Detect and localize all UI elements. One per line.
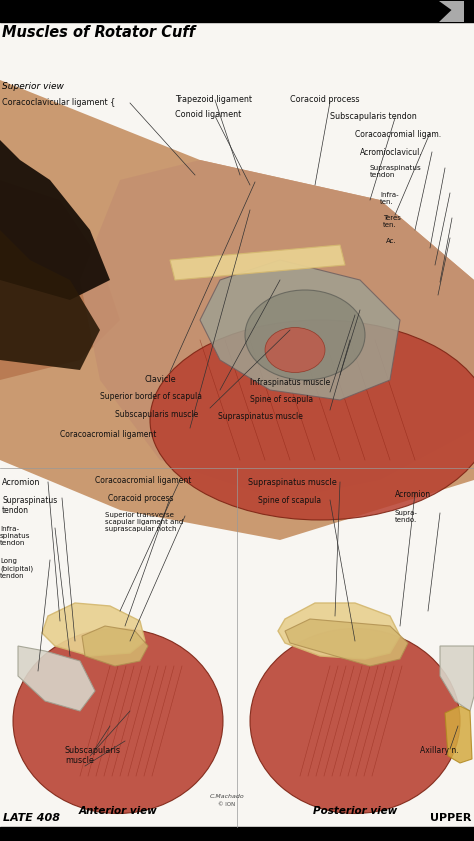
Text: Subscapularis
muscle: Subscapularis muscle	[65, 746, 121, 765]
Polygon shape	[170, 245, 345, 280]
Text: Anterior view: Anterior view	[79, 806, 158, 816]
Text: Axillary n.: Axillary n.	[420, 746, 459, 755]
Text: Supraspinatus muscle: Supraspinatus muscle	[218, 412, 303, 421]
Text: Acromion: Acromion	[2, 478, 40, 487]
Text: Acromion: Acromion	[395, 490, 431, 499]
Bar	[0, 80, 474, 542]
Ellipse shape	[13, 628, 223, 813]
Polygon shape	[285, 619, 408, 666]
Polygon shape	[82, 626, 148, 666]
Polygon shape	[0, 230, 100, 370]
Text: LATE 408: LATE 408	[3, 813, 60, 823]
Text: Coracoid process: Coracoid process	[290, 95, 359, 104]
Bar	[0, 22, 474, 80]
Text: Posterior view: Posterior view	[313, 806, 398, 816]
Bar	[0, 827, 474, 841]
Text: Long
(bicipital)
tendon: Long (bicipital) tendon	[0, 558, 33, 579]
Text: Teres
ten.: Teres ten.	[383, 215, 401, 228]
Bar	[0, 0, 474, 22]
Polygon shape	[278, 603, 400, 659]
Text: Superior view: Superior view	[2, 82, 64, 91]
Polygon shape	[42, 603, 145, 656]
Text: Muscles of Rotator Cuff: Muscles of Rotator Cuff	[2, 25, 195, 40]
Text: Supraspinatus
tendon: Supraspinatus tendon	[2, 496, 57, 516]
Text: Superior transverse
scapular ligament and
suprascapular notch: Superior transverse scapular ligament an…	[105, 512, 183, 532]
Polygon shape	[18, 646, 95, 711]
Text: Subscapularis muscle: Subscapularis muscle	[115, 410, 198, 419]
Polygon shape	[200, 260, 400, 400]
Text: Infraspinatus muscle: Infraspinatus muscle	[250, 378, 330, 387]
Polygon shape	[0, 80, 474, 540]
Text: Coracoid process: Coracoid process	[108, 494, 173, 503]
Text: Acromioclavicul.: Acromioclavicul.	[360, 148, 423, 157]
Text: UPPER: UPPER	[429, 813, 471, 823]
Ellipse shape	[265, 327, 325, 373]
Polygon shape	[0, 80, 110, 300]
Text: Subscapularis tendon: Subscapularis tendon	[330, 112, 417, 121]
Text: Superior border of scapula: Superior border of scapula	[100, 392, 202, 401]
Polygon shape	[445, 706, 472, 763]
Text: Coracoacromial ligament: Coracoacromial ligament	[95, 476, 191, 485]
Text: Supraspinatus muscle: Supraspinatus muscle	[248, 478, 337, 487]
Text: Infra-
ten.: Infra- ten.	[380, 192, 399, 205]
Polygon shape	[439, 1, 464, 22]
Ellipse shape	[150, 320, 474, 520]
Text: Supra-
tendo.: Supra- tendo.	[395, 510, 418, 523]
Ellipse shape	[245, 290, 365, 380]
Bar	[0, 0, 474, 22]
Text: Spine of scapula: Spine of scapula	[258, 496, 321, 505]
Bar	[0, 468, 474, 827]
Text: Supraspinatus
tendon: Supraspinatus tendon	[370, 165, 422, 178]
Polygon shape	[440, 646, 474, 711]
Text: Coracoclavicular ligament {: Coracoclavicular ligament {	[2, 98, 115, 107]
Text: Trapezoid ligament: Trapezoid ligament	[175, 95, 252, 104]
Text: Coracoacromial ligam.: Coracoacromial ligam.	[355, 130, 441, 139]
Ellipse shape	[250, 628, 460, 813]
Text: Spine of scapula: Spine of scapula	[250, 395, 313, 404]
Polygon shape	[80, 160, 474, 500]
Polygon shape	[0, 80, 120, 380]
Text: © ION: © ION	[219, 802, 236, 807]
Text: Coracoacromial ligament: Coracoacromial ligament	[60, 430, 156, 439]
Text: Ac.: Ac.	[386, 238, 397, 244]
Text: Infra-
spinatus
tendon: Infra- spinatus tendon	[0, 526, 30, 546]
Text: Conoid ligament: Conoid ligament	[175, 110, 241, 119]
Text: Clavicle: Clavicle	[145, 375, 177, 384]
Text: C.Machado: C.Machado	[210, 794, 245, 799]
